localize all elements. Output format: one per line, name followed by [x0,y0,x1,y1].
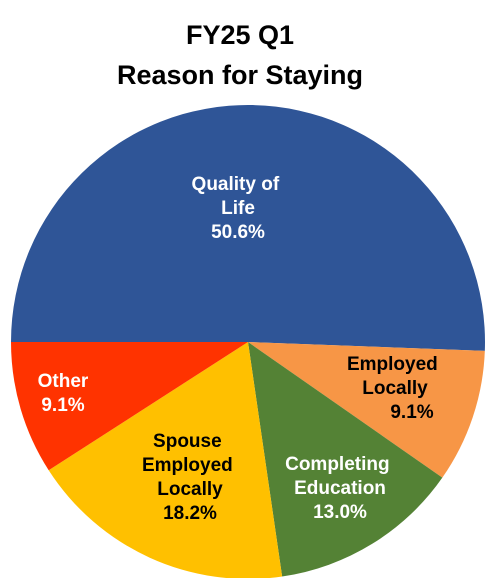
pie-slice [11,104,485,351]
pie-slice [11,342,248,471]
slice-label: Employed Locally [347,354,443,399]
pie-slice [248,342,443,577]
slice-label: Spouse Employed Locally [142,431,238,500]
chart-subtitle: Reason for Staying [117,60,363,90]
value-label: 50.6% [211,222,265,243]
pie-slice [48,342,283,578]
slice-label: Quality of Life [192,174,285,219]
slice-label: Other [38,371,89,392]
value-label: 9.1% [41,395,84,416]
value-label: 13.0% [313,502,367,523]
value-label: 18.2% [163,503,217,524]
pie-slice [248,342,485,478]
chart-title: FY25 Q1 [186,20,294,50]
value-label: 9.1% [390,402,433,423]
slice-label: Completing Education [285,454,395,499]
